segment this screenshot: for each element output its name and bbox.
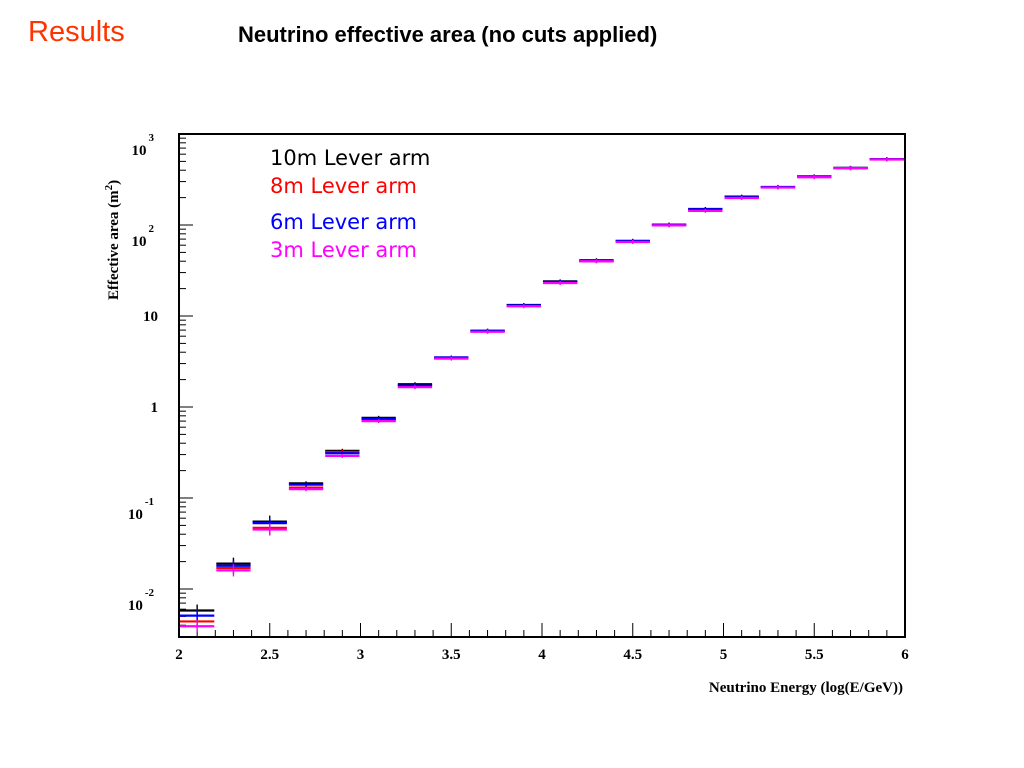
- x-tick-label: 6: [901, 647, 909, 663]
- slide-title: Neutrino effective area (no cuts applied…: [238, 22, 658, 47]
- x-axis-title: Neutrino Energy (log(E/GeV)): [709, 680, 903, 696]
- y-axis-title-text: Effective area (m: [106, 190, 122, 300]
- y-tick-label: 10: [143, 309, 158, 325]
- x-minor-ticks: [178, 623, 906, 637]
- y-axis-title: Effective area (m2): [103, 180, 122, 300]
- legend-entry-8m: 8m Lever arm: [270, 174, 417, 198]
- x-tick-label: 5: [720, 647, 728, 663]
- x-tick-label: 4: [538, 647, 546, 663]
- x-tick-label: 3.5: [442, 647, 461, 663]
- x-tick-labels: 2 2.5 3 3.5 4 4.5 5 5.5 6: [175, 647, 909, 663]
- series-3: [180, 157, 904, 633]
- legend: 10m Lever arm 8m Lever arm 6m Lever arm …: [270, 146, 430, 262]
- y-tick-label: 10-1: [128, 496, 154, 523]
- x-tick-label: 3: [357, 647, 365, 663]
- x-tick-label: 2: [175, 647, 183, 663]
- x-tick-label: 5.5: [805, 647, 824, 663]
- y-tick-label: 10-2: [128, 587, 155, 614]
- legend-entry-3m: 3m Lever arm: [270, 238, 417, 262]
- x-tick-label: 4.5: [623, 647, 642, 663]
- y-minor-ticks: [179, 133, 193, 638]
- y-tick-label: 103: [132, 132, 155, 159]
- legend-entry-6m: 6m Lever arm: [270, 210, 417, 234]
- y-tick-label: 102: [132, 223, 155, 250]
- y-tick-label: 1: [151, 400, 159, 416]
- legend-entry-10m: 10m Lever arm: [270, 146, 430, 170]
- slide-heading: Results: [28, 16, 125, 48]
- series-marks: [180, 157, 904, 633]
- x-tick-label: 2.5: [260, 647, 279, 663]
- y-axis-title-close: ): [106, 180, 122, 185]
- y-axis-title-sup: 2: [103, 184, 115, 190]
